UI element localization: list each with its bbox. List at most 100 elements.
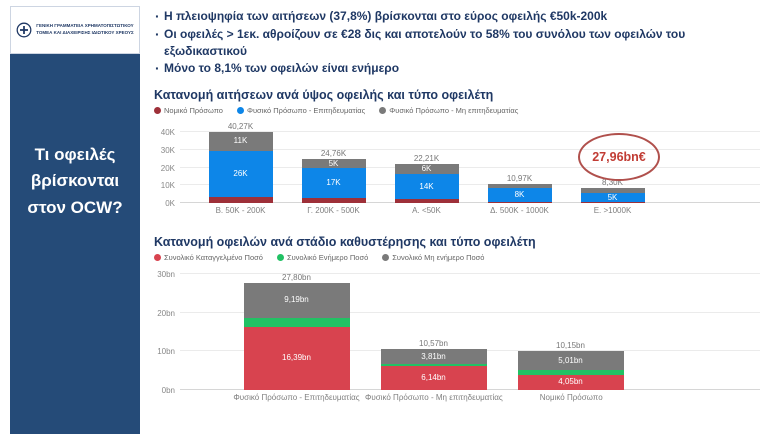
gridline [180, 166, 760, 168]
bar-segment: 5,01bn [517, 350, 624, 371]
bar-segment [517, 370, 624, 375]
stacked-bar: 10,97K 8K [487, 173, 552, 204]
y-axis: 0bn 10bn 20bn 30bn [154, 270, 180, 395]
legend-label: Νομικό Πρόσωπο [164, 106, 223, 116]
main-content: Η πλειοψηφία των αιτήσεων (37,8%) βρίσκο… [154, 7, 760, 402]
legend-dot-icon [382, 254, 390, 262]
y-axis-tick-label: 10bn [157, 347, 175, 357]
legend-item: Φυσικό Πρόσωπο - Επιτηδευματίας [236, 106, 366, 116]
bar-segment: 26K [208, 151, 273, 198]
bar-total-label: 40,27K [227, 121, 254, 131]
bar-segment: 17K [301, 168, 366, 199]
y-axis-tick-label: 0bn [161, 386, 175, 396]
bar-total-label: 10,15bn [556, 340, 585, 350]
bar-cell: 10,57bn 3,81bn 6,14bn [365, 270, 502, 391]
bar-segment: 14K [394, 174, 459, 200]
x-axis-category-label: Δ. 500Κ - 1000Κ [490, 206, 549, 216]
x-axis-category-label: Γ. 200Κ - 500Κ [307, 206, 360, 216]
x-axis: Β. 50Κ - 200Κ Γ. 200Κ - 500Κ Α. <50Κ Δ. 500… [154, 206, 760, 215]
total-debt-annotation: 27,96bn€ [578, 133, 660, 182]
debt-by-delinquency-stage-chart: Κατανομή οφειλών ανά στάδιο καθυστέρησης… [154, 235, 760, 402]
bar-cell: 40,27K 11K 26K [194, 121, 287, 204]
chart-title: Κατανομή αιτήσεων ανά ύψος οφειλής και τ… [154, 88, 494, 103]
bullet-item: Η πλειοψηφία των αιτήσεων (37,8%) βρίσκο… [154, 7, 760, 26]
bar-segment: 4,05bn [517, 374, 624, 391]
bar-segment: 9,19bn [243, 282, 350, 319]
legend-dot-icon [154, 107, 161, 115]
bar-total-label: 24,76K [320, 149, 347, 159]
bar-segment: 16,39bn [243, 326, 350, 391]
plot-canvas: 40,27K 11K 26K 24,76K 5K 17K 22,21K 6K 14K 10,97K… [180, 121, 760, 204]
bar-cell: 10,97K 8K [473, 123, 566, 204]
bar-cell: 27,80bn 9,19bn 16,39bn [228, 270, 365, 391]
y-axis-tick-label: 30K [160, 145, 175, 155]
bar-segment: 3,81bn [380, 349, 487, 365]
chart-legend: Νομικό Πρόσωπο Φυσικό Πρόσωπο - Επιτηδευμ… [154, 106, 760, 115]
x-axis-category-label: Β. 50Κ - 200Κ [215, 206, 266, 216]
bar-total-label: 27,80bn [282, 272, 311, 282]
chart-plot-area: 0bn 10bn 20bn 30bn 27,80bn 9,19bn 16,39bn 10,5… [154, 270, 760, 395]
y-axis-tick-label: 30bn [157, 270, 175, 280]
logo-box: ΓΕΝΙΚΗ ΓΡΑΜΜΑΤΕΙΑ ΧΡΗΜΑΤΟΠΙΣΤΩΤΙΚΟΥ ΤΟΜΕ… [10, 6, 140, 54]
gridline [180, 273, 760, 275]
bar-total-label: 22,21K [413, 153, 440, 163]
x-axis: Φυσικό Πρόσωπο - Επιτηδευματίας Φυσικό Πρ… [154, 393, 760, 402]
bar-segment [243, 318, 350, 327]
legend-label: Φυσικό Πρόσωπο - Επιτηδευματίας [246, 106, 366, 116]
bar-segment [487, 183, 552, 188]
stacked-bar: 8,30K 5K [580, 178, 645, 204]
stacked-bar: 10,57bn 3,81bn 6,14bn [380, 339, 487, 391]
bar-cell: 8,30K 5K [566, 123, 659, 204]
bar-segment [380, 364, 487, 367]
plot-canvas: 27,80bn 9,19bn 16,39bn 10,57bn 3,81bn 6,14bn 1… [180, 270, 760, 391]
y-axis-tick-label: 20bn [157, 308, 175, 318]
bullet-list: Η πλειοψηφία των αιτήσεων (37,8%) βρίσκο… [154, 7, 760, 79]
bar-segment [580, 188, 645, 194]
chart-title: Κατανομή οφειλών ανά στάδιο καθυστέρησης… [154, 235, 536, 250]
x-axis-category-label: Ε. >1000Κ [593, 206, 632, 216]
bar-segment [580, 202, 645, 204]
sidebar-panel: Τι οφειλές βρίσκονται στον OCW? [10, 54, 140, 434]
bar-segment: 6,14bn [380, 366, 487, 391]
legend-item: Φυσικό Πρόσωπο - Μη επιτηδευματίας [379, 106, 518, 115]
gridline [180, 202, 760, 204]
stacked-bar: 27,80bn 9,19bn 16,39bn [243, 272, 350, 391]
sidebar: ΓΕΝΙΚΗ ΓΡΑΜΜΑΤΕΙΑ ΧΡΗΜΑΤΟΠΙΣΤΩΤΙΚΟΥ ΤΟΜΕ… [10, 6, 140, 434]
bar-cell: 10,15bn 5,01bn 4,05bn [502, 270, 639, 391]
bar-total-label: 10,97K [506, 173, 533, 183]
stacked-bar: 24,76K 5K 17K [301, 149, 366, 204]
x-axis-category-label: Φυσικό Πρόσωπο - Επιτηδευματίας [233, 393, 360, 403]
government-emblem-icon [16, 22, 32, 38]
bar-cell: 22,21K 6K 14K [380, 123, 473, 204]
slide-question-title: Τι οφειλές βρίσκονται στον OCW? [27, 145, 123, 217]
bar-cell: 24,76K 5K 17K [287, 123, 380, 204]
bar-segment: 6K [394, 163, 459, 175]
legend-item: Συνολικό Ενήμερο Ποσό [276, 253, 368, 262]
stacked-bar: 22,21K 6K 14K [394, 153, 459, 204]
y-axis-tick-label: 0K [165, 199, 175, 209]
bar-segment: 11K [208, 131, 273, 152]
y-axis-tick-label: 20K [160, 163, 175, 173]
bar-segment: 8K [487, 187, 552, 203]
bar-segment [301, 198, 366, 204]
bar-total-label: 8,30K [602, 178, 623, 188]
legend-label: Συνολικό Καταγγελμένο Ποσό [164, 253, 263, 263]
stacked-bar: 10,15bn 5,01bn 4,05bn [517, 340, 624, 391]
bars-row: 40,27K 11K 26K 24,76K 5K 17K 22,21K 6K 14K 10,97K… [180, 121, 760, 204]
x-axis-category-label: Φυσικό Πρόσωπο - Μη επιτηδευματίας [365, 393, 503, 403]
bar-segment: 5K [580, 193, 645, 203]
legend-item: Συνολικό Καταγγελμένο Ποσό [154, 253, 263, 262]
bar-segment [487, 202, 552, 204]
y-axis-tick-label: 40K [160, 128, 175, 138]
gridline [180, 131, 760, 133]
bar-segment [208, 197, 273, 204]
legend-item: Συνολικό Μη ενήμερο Ποσό [382, 253, 484, 262]
bar-segment: 5K [301, 159, 366, 169]
bar-total-label: 10,57bn [419, 339, 448, 349]
bullet-item: Μόνο το 8,1% των οφειλών είναι ενήμερο [154, 59, 760, 78]
bars-row: 27,80bn 9,19bn 16,39bn 10,57bn 3,81bn 6,14bn 1… [180, 270, 760, 391]
y-axis-tick-label: 10K [160, 181, 175, 191]
legend-dot-icon [276, 254, 284, 262]
bar-segment [394, 199, 459, 204]
